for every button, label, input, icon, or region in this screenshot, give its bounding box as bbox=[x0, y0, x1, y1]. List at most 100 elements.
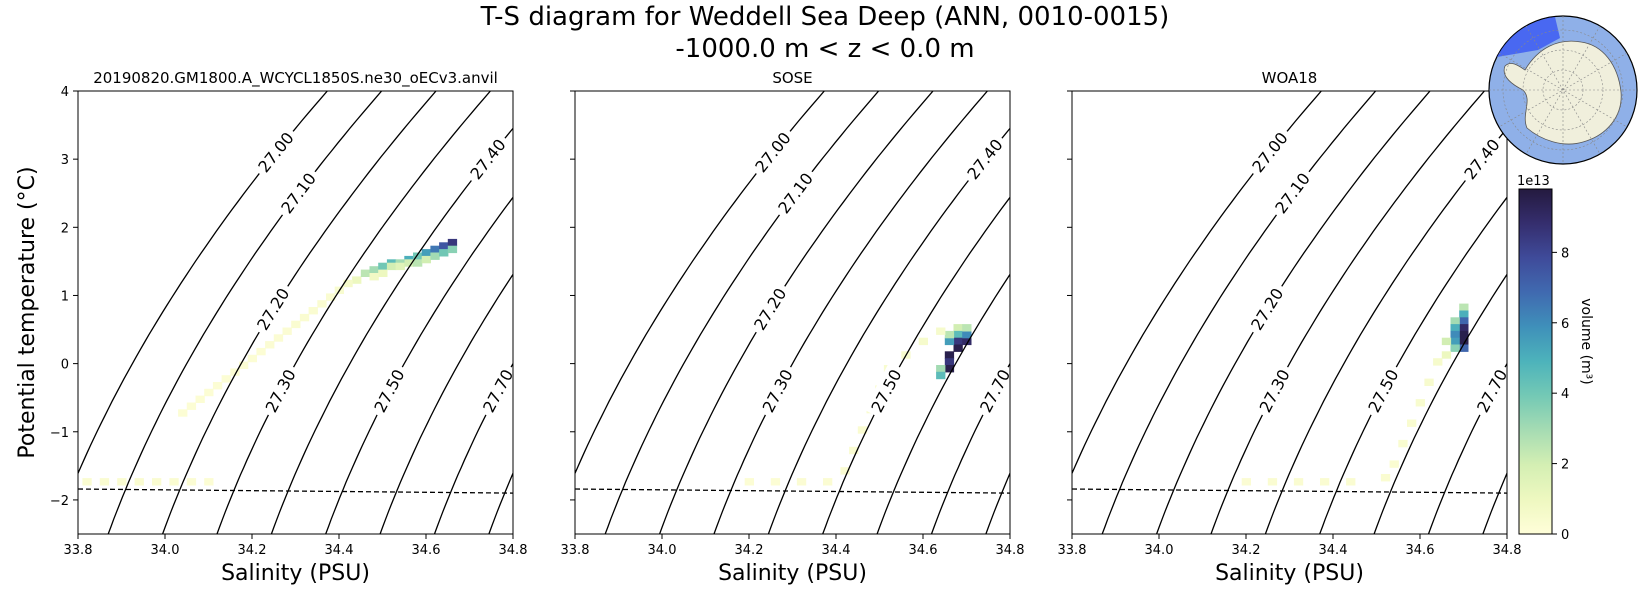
x-tick-label: 34.2 bbox=[735, 543, 764, 558]
volume-bin bbox=[944, 358, 955, 366]
contour-label-bg bbox=[1252, 361, 1298, 420]
volume-bin bbox=[421, 249, 431, 257]
x-axis-label: Salinity (PSU) bbox=[718, 561, 867, 586]
panel-title: WOA18 bbox=[1262, 69, 1318, 87]
contour-label-bg bbox=[972, 361, 1010, 420]
volume-bin bbox=[282, 327, 292, 335]
contour-label-27.20: 27.20 bbox=[1247, 285, 1287, 334]
contour-label-bg bbox=[1267, 165, 1318, 222]
volume-bin bbox=[823, 478, 833, 486]
isopycnal-27.60 bbox=[1373, 273, 1507, 534]
volume-bin bbox=[386, 262, 397, 271]
volume-bin bbox=[944, 337, 955, 346]
y-tick-label: 3 bbox=[61, 153, 69, 168]
x-tick-label: 34.8 bbox=[996, 543, 1025, 558]
x-tick-label: 34.0 bbox=[648, 543, 677, 558]
colorbar: 0 2 4 6 8 1e13 volume (m³) bbox=[1517, 174, 1594, 543]
isopycnal-28.00 bbox=[1095, 91, 1368, 534]
isopycnal-27.20 bbox=[658, 91, 934, 534]
volume-bin bbox=[1424, 378, 1434, 386]
contour-label-27.30: 27.30 bbox=[1256, 366, 1294, 415]
volume-bin bbox=[1459, 337, 1469, 346]
contour-label-bg bbox=[1244, 124, 1296, 181]
volume-bin bbox=[212, 382, 223, 390]
contour-label-bg bbox=[273, 165, 324, 222]
colorbar-tick-label: 4 bbox=[1561, 387, 1569, 402]
volume-bin bbox=[1267, 478, 1278, 486]
volume-bin bbox=[291, 320, 301, 329]
volume-bin bbox=[326, 293, 336, 301]
isopycnal-27.60 bbox=[379, 273, 513, 534]
volume-bin bbox=[430, 245, 440, 254]
volume-bin bbox=[439, 249, 449, 257]
x-tick-label: 33.8 bbox=[561, 543, 590, 558]
volume-bin bbox=[256, 347, 266, 356]
volume-bin bbox=[204, 478, 214, 486]
freezing-line bbox=[78, 488, 513, 494]
colorbar-tick-label: 2 bbox=[1561, 458, 1569, 473]
volume-bin bbox=[360, 269, 371, 277]
volume-bin bbox=[421, 255, 431, 264]
isopycnal-27.40 bbox=[767, 127, 1010, 534]
volume-bin bbox=[918, 337, 928, 346]
panel-title: 20190820.GM1800.A_WCYCL1850S.ne30_oECv3.… bbox=[93, 69, 498, 88]
volume-bin bbox=[152, 478, 162, 486]
volume-bin bbox=[204, 388, 214, 397]
volume-bin bbox=[953, 337, 963, 346]
volume-bin bbox=[186, 402, 197, 410]
meridian-line bbox=[1498, 52, 1628, 128]
axes-frame bbox=[574, 90, 1011, 535]
volume-bin bbox=[1450, 317, 1460, 325]
figure-title-line2: -1000.0 m < z < 0.0 m bbox=[675, 34, 975, 64]
x-tick-label: 34.0 bbox=[1145, 543, 1174, 558]
contour-label-bg bbox=[1456, 131, 1507, 188]
y-tick-label: −1 bbox=[50, 426, 69, 441]
y-tick-label: 4 bbox=[61, 85, 69, 100]
axes-frame bbox=[77, 90, 514, 535]
isopycnal-27.80 bbox=[488, 471, 513, 534]
freezing-line bbox=[575, 488, 1010, 494]
panel-title: SOSE bbox=[772, 69, 812, 87]
contour-label-bg bbox=[755, 361, 801, 420]
volume-bin bbox=[117, 478, 127, 486]
volume-bin bbox=[1450, 324, 1460, 332]
inset-map bbox=[1488, 15, 1638, 165]
isopycnal-27.60 bbox=[876, 273, 1010, 534]
contour-label-bg bbox=[250, 124, 302, 181]
volume-bin bbox=[1389, 460, 1399, 468]
volume-bin bbox=[378, 269, 388, 277]
isopycnal-27.50 bbox=[325, 196, 513, 534]
contour-label-bg bbox=[1243, 280, 1291, 338]
x-tick-label: 34.0 bbox=[151, 543, 180, 558]
contour-label-bg bbox=[770, 165, 821, 222]
x-tick-label: 34.8 bbox=[1493, 543, 1522, 558]
volume-bin bbox=[82, 478, 92, 486]
colorbar-tick-label: 6 bbox=[1561, 317, 1569, 332]
colorbar-tick-label: 8 bbox=[1561, 246, 1569, 261]
x-tick-label: 33.8 bbox=[1058, 543, 1087, 558]
contour-label-27.30: 27.30 bbox=[759, 366, 797, 415]
volume-bin bbox=[1241, 478, 1251, 486]
x-tick-label: 34.4 bbox=[822, 543, 851, 558]
volume-bin bbox=[953, 344, 963, 352]
volume-bin bbox=[1320, 478, 1330, 486]
volume-bin bbox=[770, 478, 781, 486]
freezing-line bbox=[1072, 488, 1507, 494]
volume-bin bbox=[195, 395, 205, 403]
contour-label-27.70: 27.70 bbox=[479, 366, 517, 415]
weddell-sea-region bbox=[1497, 17, 1560, 57]
x-axis-label: Salinity (PSU) bbox=[221, 561, 370, 586]
contour-label-27.50: 27.50 bbox=[867, 366, 905, 415]
volume-bin bbox=[944, 330, 955, 339]
contour-label-27.50: 27.50 bbox=[370, 366, 408, 415]
x-tick-label: 34.2 bbox=[238, 543, 267, 558]
volume-bin bbox=[1459, 310, 1469, 318]
isopycnal-27.50 bbox=[822, 196, 1010, 534]
x-tick-label: 34.8 bbox=[499, 543, 528, 558]
volume-bin bbox=[169, 478, 179, 486]
volume-bin bbox=[430, 252, 440, 260]
